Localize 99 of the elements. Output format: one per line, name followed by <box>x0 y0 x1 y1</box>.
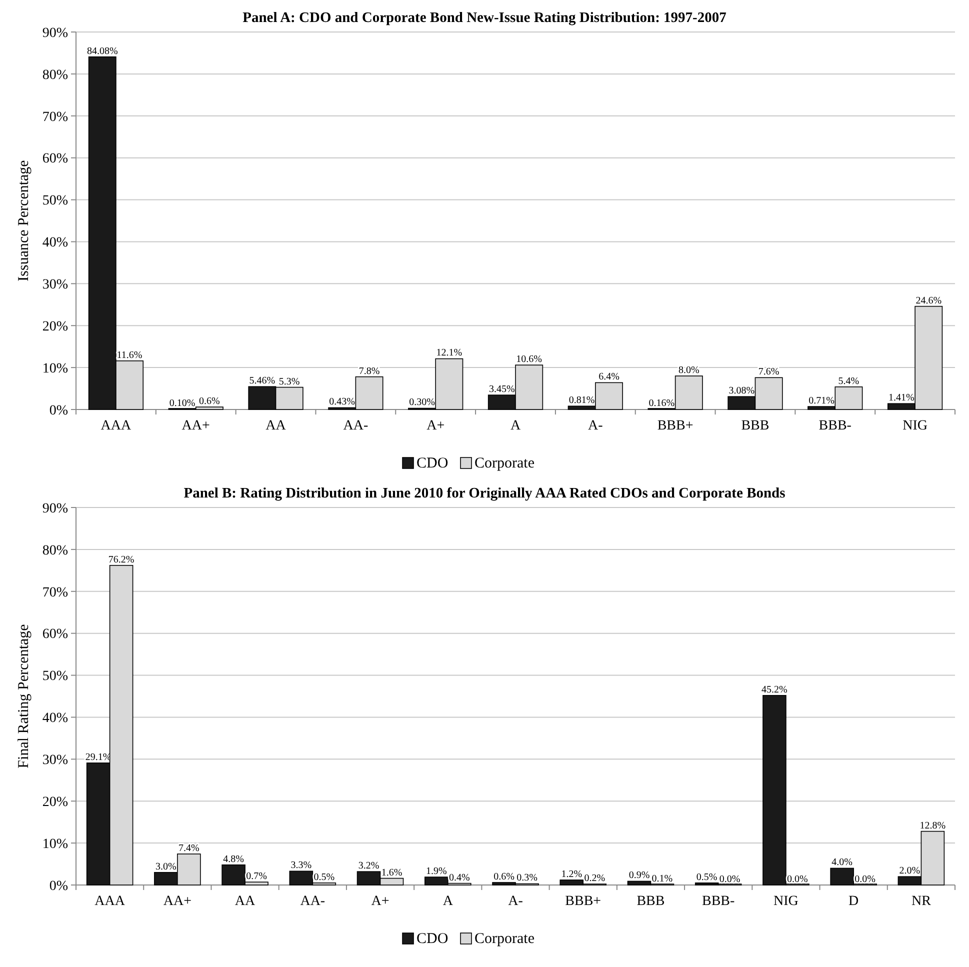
x-tick-label: A <box>510 418 522 434</box>
x-tick-label: BBB <box>741 418 770 434</box>
data-label: 3.3% <box>290 860 312 872</box>
y-tick-label: 30% <box>42 753 68 768</box>
legend-label: CDO <box>416 931 448 947</box>
x-tick-label: A- <box>508 894 524 909</box>
chart-title: Panel B: Rating Distribution in June 2010 for Originally AAA Rated CDOs and Corporate Bonds <box>184 486 786 502</box>
x-tick-label: NR <box>911 894 932 909</box>
y-axis-title: Issuance Percentage <box>16 160 32 282</box>
data-label: 11.6% <box>116 350 142 361</box>
data-label: 7.8% <box>358 366 380 377</box>
x-tick-label: BBB <box>636 894 665 909</box>
data-label: 45.2% <box>762 684 788 696</box>
data-label: 4.8% <box>223 854 244 865</box>
y-tick-label: 30% <box>42 278 68 293</box>
data-label: 0.81% <box>568 395 595 406</box>
data-label: 1.9% <box>426 866 447 878</box>
data-label: 8.0% <box>678 364 700 376</box>
data-label: 0.71% <box>808 396 834 407</box>
data-label: 0.10% <box>169 398 196 410</box>
y-tick-label: 60% <box>42 152 68 167</box>
data-label: 0.9% <box>628 870 650 882</box>
data-label: 5.3% <box>278 376 300 388</box>
y-tick-label: 0% <box>49 878 68 894</box>
y-tick-label: 60% <box>42 627 68 642</box>
data-label: 1.6% <box>381 867 402 878</box>
data-label: 10.6% <box>516 354 542 366</box>
data-label: 0.6% <box>494 871 514 882</box>
y-tick-label: 70% <box>42 585 68 600</box>
data-label: 12.1% <box>436 348 462 359</box>
data-label: 0.5% <box>314 872 335 883</box>
x-tick-label: AA <box>266 418 287 434</box>
y-tick-label: 0% <box>49 403 68 418</box>
x-tick-label: AA+ <box>182 418 210 434</box>
x-tick-label: BBB- <box>818 418 852 434</box>
data-label: 0.3% <box>516 872 538 884</box>
y-tick-label: 20% <box>42 320 68 335</box>
data-label: 0.2% <box>584 873 606 884</box>
data-label: 6.4% <box>598 372 620 383</box>
x-tick-label: BBB- <box>702 894 736 909</box>
y-tick-label: 90% <box>42 26 68 41</box>
data-label: 0.4% <box>448 872 470 884</box>
x-tick-label: A <box>442 894 454 909</box>
data-label: 1.41% <box>888 392 914 404</box>
data-label: 2.0% <box>899 866 920 877</box>
data-label: 7.4% <box>178 842 200 854</box>
y-tick-label: 20% <box>42 795 68 810</box>
y-tick-label: 50% <box>42 194 68 209</box>
x-tick-label: BBB+ <box>565 894 602 909</box>
x-tick-label: AA <box>234 894 256 909</box>
data-label: 5.4% <box>838 376 860 387</box>
data-label: 12.8% <box>920 820 946 832</box>
data-label: 0.43% <box>329 396 356 408</box>
data-label: 4.0% <box>832 857 853 868</box>
data-label: 1.2% <box>561 868 582 880</box>
data-label: 0.30% <box>409 397 435 408</box>
chart-title: Panel A: CDO and Corporate Bond New-Issue Rating Distribution: 1997-2007 <box>242 10 726 26</box>
data-label: 0.5% <box>696 872 718 883</box>
legend-label: CDO <box>416 456 448 472</box>
y-tick-label: 10% <box>42 836 68 852</box>
x-tick-label: A- <box>588 418 604 434</box>
x-tick-label: A+ <box>371 894 390 909</box>
y-tick-label: 10% <box>42 361 68 376</box>
x-tick-label: AAA <box>94 894 126 909</box>
y-tick-label: 40% <box>42 711 68 726</box>
x-tick-label: D <box>848 894 859 909</box>
data-label: 0.6% <box>199 396 220 407</box>
data-label: 5.46% <box>249 376 276 387</box>
y-tick-label: 80% <box>42 543 68 558</box>
x-tick-label: AA- <box>343 418 368 434</box>
data-label: 0.1% <box>652 874 673 885</box>
data-label: 0.0% <box>787 874 808 885</box>
x-tick-label: AA+ <box>163 894 192 909</box>
x-tick-label: NIG <box>774 894 798 909</box>
y-axis-title: Final Rating Percentage <box>16 624 32 768</box>
x-tick-label: AA- <box>300 894 326 909</box>
data-label: 24.6% <box>916 295 942 306</box>
legend-label: Corporate <box>474 456 535 472</box>
data-label: 3.08% <box>728 386 755 397</box>
x-tick-label: NIG <box>902 418 928 434</box>
data-label: 3.2% <box>358 860 380 872</box>
data-label: 76.2% <box>108 554 134 566</box>
legend-label: Corporate <box>474 931 535 947</box>
y-tick-label: 90% <box>42 501 68 516</box>
data-label: 0.16% <box>648 398 675 409</box>
y-tick-label: 70% <box>42 110 68 125</box>
data-label: 0.7% <box>246 871 267 882</box>
data-label: 7.6% <box>758 366 780 378</box>
data-label: 3.0% <box>156 861 176 872</box>
data-label: 3.45% <box>488 384 515 396</box>
data-label: 0.0% <box>719 874 740 885</box>
y-tick-label: 40% <box>42 236 68 251</box>
x-tick-label: A+ <box>426 418 445 434</box>
y-tick-label: 80% <box>42 68 68 83</box>
data-label: 84.08% <box>86 46 118 57</box>
data-label: 0.0% <box>854 874 876 885</box>
x-tick-label: AAA <box>100 418 132 434</box>
y-tick-label: 50% <box>42 669 68 684</box>
x-tick-label: BBB+ <box>657 418 694 434</box>
